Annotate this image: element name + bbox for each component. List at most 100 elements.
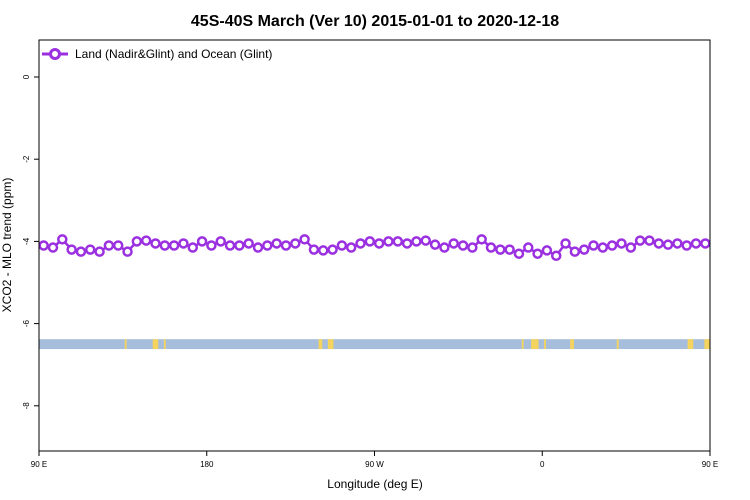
x-tick-label: 180 <box>200 460 214 469</box>
y-axis: 0 -2 -4 -6 -8 <box>22 74 39 409</box>
data-point <box>355 238 366 249</box>
data-point <box>112 240 124 251</box>
land-patch <box>163 339 166 350</box>
land-patch <box>687 339 694 350</box>
data-point <box>653 238 664 249</box>
data-point <box>75 246 87 257</box>
y-axis-label: XCO2 - MLO trend (ppm) <box>0 178 14 313</box>
land-patch <box>124 339 127 350</box>
y-tick-label: -8 <box>22 402 31 410</box>
ocean-band <box>39 339 710 350</box>
land-patch <box>544 339 546 350</box>
data-point <box>47 242 59 253</box>
y-tick-label: -2 <box>22 155 31 163</box>
data-point <box>234 240 245 251</box>
data-point <box>662 239 674 250</box>
data-point <box>215 236 226 247</box>
data-point <box>532 248 543 259</box>
legend-label: Land (Nadir&Glint) and Ocean (Glint) <box>75 47 272 61</box>
data-point <box>243 238 254 249</box>
data-point <box>168 240 180 251</box>
data-point <box>299 234 310 245</box>
x-tick-label: 90 E <box>702 460 718 469</box>
y-tick-label: -4 <box>22 237 31 245</box>
data-point <box>206 240 217 251</box>
land-patch <box>152 339 159 350</box>
data-point <box>308 244 320 255</box>
land-patch <box>570 339 574 350</box>
chart-title: 45S-40S March (Ver 10) 2015-01-01 to 202… <box>191 13 559 30</box>
data-point <box>392 236 404 247</box>
data-point <box>597 242 609 253</box>
data-point <box>252 242 264 253</box>
land-patch <box>704 339 710 350</box>
legend-marker <box>49 48 61 60</box>
data-point <box>541 245 553 256</box>
data-point <box>560 238 571 249</box>
data-point <box>439 242 450 253</box>
data-point <box>672 238 683 249</box>
plot-area <box>38 234 711 350</box>
land-patch <box>521 339 524 350</box>
data-point <box>327 244 338 255</box>
data-point <box>336 240 348 251</box>
data-point <box>94 246 105 257</box>
data-point <box>578 244 590 255</box>
data-point <box>178 238 189 249</box>
data-point <box>280 240 292 251</box>
y-tick-label: -6 <box>22 319 31 327</box>
data-point <box>122 246 133 257</box>
data-point <box>364 236 376 247</box>
data-point <box>57 234 68 245</box>
data-point <box>150 238 161 249</box>
data-point <box>373 238 385 249</box>
data-point <box>634 235 646 246</box>
data-point <box>262 240 273 251</box>
data-point <box>523 242 534 253</box>
land-patch <box>616 339 619 350</box>
data-point <box>625 242 637 253</box>
land-patch <box>318 339 323 350</box>
data-point <box>317 245 329 256</box>
data-point <box>66 244 77 255</box>
data-point <box>290 238 301 249</box>
data-point <box>457 240 469 251</box>
data-point <box>420 235 432 246</box>
data-point <box>429 239 441 250</box>
data-point <box>681 240 692 251</box>
land-patch <box>531 339 539 350</box>
x-axis-label: Longitude (deg E) <box>327 477 422 491</box>
data-point <box>224 240 236 251</box>
x-tick-label: 90 W <box>365 460 384 469</box>
data-point <box>103 240 115 251</box>
x-tick-label: 90 E <box>31 460 47 469</box>
data-point <box>448 238 459 249</box>
data-point <box>271 238 282 249</box>
data-point <box>504 244 515 255</box>
data-point <box>476 234 487 245</box>
data-point <box>616 238 627 249</box>
data-point <box>131 236 143 247</box>
data-point <box>513 248 525 259</box>
data-point <box>700 238 711 249</box>
legend: Land (Nadir&Glint) and Ocean (Glint) <box>42 47 272 61</box>
data-point <box>411 236 422 247</box>
y-tick-label: 0 <box>22 74 31 79</box>
data-point <box>85 244 96 255</box>
data-point <box>485 242 497 253</box>
x-tick-label: 0 <box>540 460 545 469</box>
data-point <box>196 236 208 247</box>
data-point <box>550 250 562 262</box>
data-point <box>140 235 152 246</box>
data-point <box>345 242 357 253</box>
data-point <box>495 244 506 255</box>
data-point <box>644 235 655 246</box>
data-point <box>588 240 599 251</box>
data-point <box>159 240 171 251</box>
data-point <box>38 240 49 251</box>
data-point <box>467 242 478 253</box>
land-patch <box>327 339 334 350</box>
data-point <box>569 246 581 257</box>
